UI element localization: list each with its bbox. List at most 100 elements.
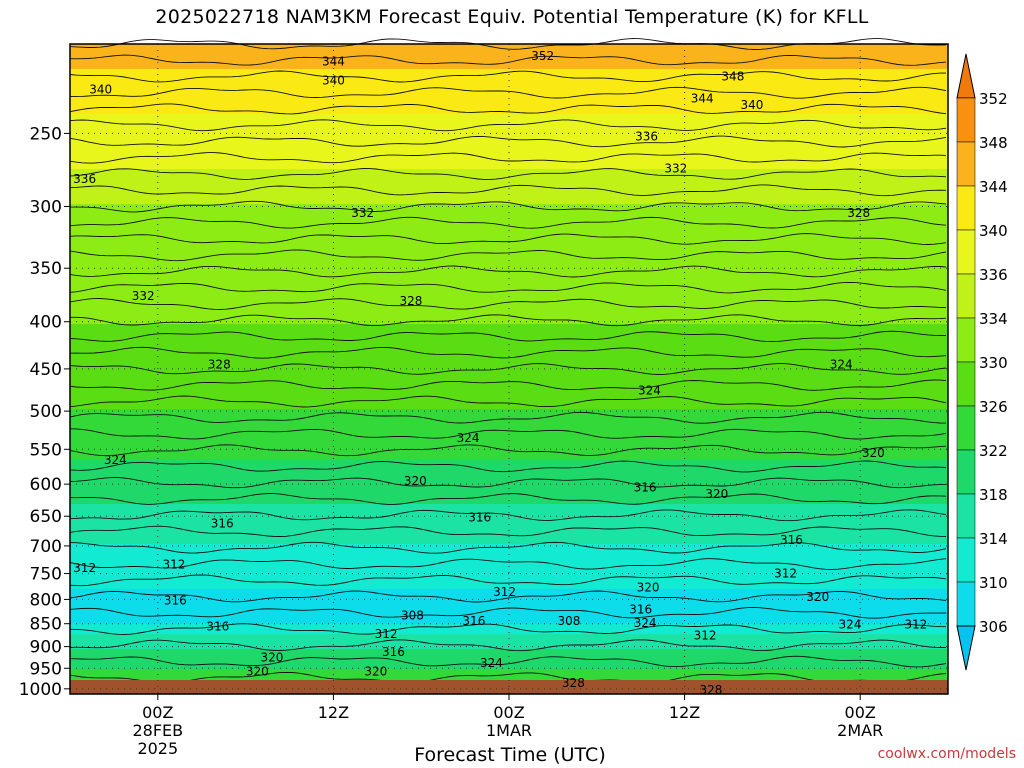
colorbar-label: 330 — [979, 354, 1008, 372]
contour-band — [70, 609, 948, 615]
contour-band — [70, 184, 948, 190]
colorbar-segment — [956, 141, 976, 187]
contour-band — [70, 99, 948, 105]
contour-label: 324 — [457, 431, 480, 445]
contour-label: 320 — [246, 665, 269, 679]
contour-label: 336 — [635, 130, 658, 144]
contour-line — [69, 671, 947, 684]
contour-label: 312 — [162, 557, 185, 571]
contour-label: 320 — [862, 446, 885, 460]
y-tick-label: 250 — [30, 124, 62, 144]
contour-label: 344 — [322, 55, 345, 69]
y-tick-label: 550 — [30, 440, 62, 460]
contour-band — [70, 149, 948, 155]
contour-label: 340 — [322, 73, 345, 87]
contour-line — [69, 119, 947, 132]
contour-label: 324 — [830, 357, 853, 371]
contour-band — [70, 529, 948, 535]
contour-band — [70, 329, 948, 335]
y-tick-label: 700 — [30, 537, 62, 557]
contour-band — [70, 369, 948, 375]
contour-line — [69, 184, 947, 197]
contour-band — [70, 159, 948, 165]
x-tick-label: 12Z — [669, 703, 700, 722]
y-tick-label: 450 — [30, 360, 62, 380]
contour-band — [70, 224, 948, 230]
contour-line — [69, 233, 947, 245]
colorbar-segment — [956, 449, 976, 495]
contour-band — [70, 284, 948, 290]
contour-label: 344 — [691, 91, 714, 105]
y-tick-label: 900 — [30, 638, 62, 658]
y-tick-label: 400 — [30, 313, 62, 333]
contour-band — [70, 549, 948, 555]
x-axis-label: Forecast Time (UTC) — [414, 744, 606, 766]
contour-band — [70, 604, 948, 610]
contour-band — [70, 619, 948, 625]
contour-band — [70, 314, 948, 320]
colorbar-segment — [956, 317, 976, 363]
contour-line — [69, 606, 947, 619]
colorbar-label: 348 — [979, 134, 1008, 152]
colorbar-segment — [956, 185, 976, 231]
contour-band — [70, 479, 948, 485]
y-tick-label: 950 — [30, 659, 62, 679]
contour-band — [70, 304, 948, 310]
contour-line — [69, 428, 947, 440]
contour-label: 316 — [164, 593, 187, 607]
contour-band — [70, 124, 948, 130]
colorbar-segment — [956, 97, 976, 143]
contour-line — [69, 395, 947, 408]
contour-band — [70, 539, 948, 545]
contour-band — [70, 349, 948, 355]
contour-label: 340 — [740, 98, 763, 112]
contour-band — [70, 514, 948, 520]
contour-line — [69, 444, 947, 457]
contour-line — [69, 525, 947, 537]
contour-label: 324 — [104, 453, 127, 467]
contour-band — [70, 344, 948, 350]
contour-band — [70, 119, 948, 125]
contour-band — [70, 434, 948, 440]
contour-band — [70, 554, 948, 560]
credit-link[interactable]: coolwx.com/models — [877, 746, 1016, 762]
contour-line — [69, 298, 947, 310]
y-tick-label: 350 — [30, 259, 62, 279]
contour-band — [70, 579, 948, 585]
contour-band — [70, 164, 948, 170]
contour-band — [70, 169, 948, 175]
colorbar-segment — [956, 537, 976, 583]
y-tick-label: 300 — [30, 197, 62, 217]
contour-band — [70, 74, 948, 80]
contour-band — [70, 189, 948, 195]
contour-label: 340 — [89, 82, 112, 96]
contour-band — [70, 574, 948, 580]
colorbar-label: 334 — [979, 310, 1008, 328]
contour-label: 308 — [401, 609, 424, 623]
contour-label: 328 — [699, 683, 722, 697]
contour-band — [70, 219, 948, 225]
contour-band — [70, 659, 948, 665]
contour-band — [70, 249, 948, 255]
contour-band — [70, 669, 948, 675]
contour-label: 328 — [400, 294, 423, 308]
contour-band — [70, 464, 948, 470]
contour-band — [70, 44, 948, 50]
contour-label: 316 — [780, 533, 803, 547]
y-tick-label: 800 — [30, 590, 62, 610]
contour-band — [70, 244, 948, 250]
contour-line — [69, 152, 947, 164]
y-tick-label: 500 — [30, 402, 62, 422]
contour-band — [70, 309, 948, 315]
colorbar-label: 314 — [979, 530, 1008, 548]
colorbar: 306 310 314 318 322 326 330 334 336 340 344 348 352 — [956, 53, 1008, 671]
contour-band — [70, 484, 948, 490]
contour-band — [70, 214, 948, 220]
contour-band — [70, 614, 948, 620]
contour-line — [69, 411, 947, 424]
contour-line — [70, 314, 947, 327]
contour-label: 312 — [774, 567, 797, 581]
